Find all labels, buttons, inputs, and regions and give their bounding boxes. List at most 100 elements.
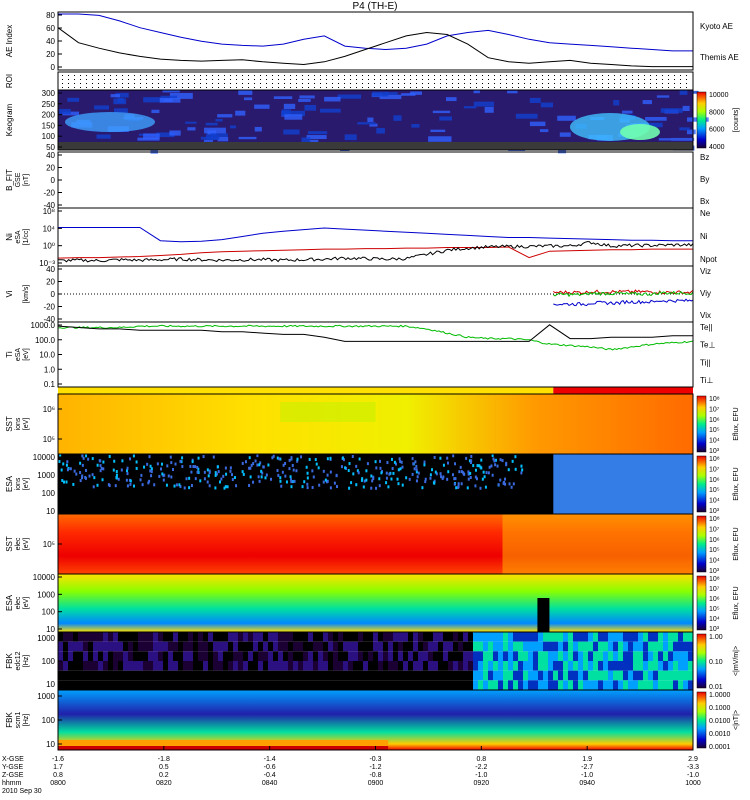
keogram-pixel bbox=[430, 129, 446, 133]
fbk-e-pixel bbox=[523, 661, 528, 671]
fbk-e-pixel bbox=[68, 651, 73, 661]
roi-dot bbox=[608, 75, 609, 76]
y-tick-label: 250 bbox=[42, 100, 56, 109]
fbk-e-pixel bbox=[228, 651, 233, 661]
roi-dot bbox=[560, 87, 561, 88]
fbk-e-pixel bbox=[453, 661, 458, 671]
fbk-e-pixel bbox=[433, 670, 438, 681]
fbk-e-pixel bbox=[493, 641, 498, 652]
esa-ion-pixel bbox=[494, 463, 497, 467]
keogram-pixel bbox=[298, 98, 311, 102]
fbk-e-pixel bbox=[558, 661, 563, 671]
roi-dot bbox=[110, 79, 111, 80]
keogram-pixel bbox=[94, 105, 109, 110]
y-tick-label: 10⁻³ bbox=[39, 259, 55, 268]
fbk-e-pixel bbox=[618, 632, 623, 642]
colorbar-tick-label: 10⁸ bbox=[709, 456, 720, 463]
keogram-pixel bbox=[671, 137, 695, 141]
fbk-e-pixel bbox=[98, 680, 103, 690]
fbk-e-pixel bbox=[183, 632, 188, 642]
colorbar-label: Eflux, EFU bbox=[733, 586, 740, 619]
fbk-e-pixel bbox=[163, 661, 168, 671]
esa-ion-pixel bbox=[143, 465, 146, 469]
fbk-e-pixel bbox=[93, 632, 98, 642]
y-tick-label: 1000.0 bbox=[31, 321, 56, 330]
y-axis-sublabel: GSE bbox=[15, 172, 22, 187]
y-tick-label: 0.1 bbox=[44, 380, 56, 389]
esa-ion-pixel bbox=[492, 457, 495, 461]
fbk-e-pixel bbox=[638, 670, 643, 681]
esa-ion-pixel bbox=[203, 477, 206, 481]
fbk-e-pixel bbox=[153, 680, 158, 690]
fbk-e-pixel bbox=[73, 632, 78, 642]
esa-ion-pixel bbox=[146, 462, 149, 466]
keogram-pixel bbox=[309, 139, 319, 144]
fbk-e-pixel bbox=[168, 641, 173, 652]
fbk-e-pixel bbox=[78, 651, 83, 661]
fbk-e-pixel bbox=[273, 661, 278, 671]
roi-dot bbox=[122, 83, 123, 84]
fbk-e-pixel bbox=[153, 661, 158, 671]
x-tick-label: 0.2 bbox=[159, 772, 169, 779]
esa-ion-pixel bbox=[460, 482, 463, 486]
fbk-e-pixel bbox=[518, 670, 523, 681]
fbk-e-pixel bbox=[323, 632, 328, 642]
fbk-e-pixel bbox=[288, 661, 293, 671]
fbk-e-pixel bbox=[438, 651, 443, 661]
fbk-e-pixel bbox=[303, 670, 308, 681]
fbk-e-pixel bbox=[643, 670, 648, 681]
fbk-e-pixel bbox=[583, 651, 588, 661]
fbk-e-pixel bbox=[58, 661, 63, 671]
colorbar-tick-label: 0.10 bbox=[709, 659, 723, 666]
fbk-e-pixel bbox=[588, 651, 593, 661]
roi-dot bbox=[668, 79, 669, 80]
esa-ion-pixel bbox=[326, 479, 329, 483]
esa-ion-pixel bbox=[469, 476, 472, 480]
roi-dot bbox=[398, 79, 399, 80]
keogram-pixel bbox=[67, 97, 80, 102]
esa-ion-pixel bbox=[132, 454, 135, 458]
colorbar-tick-label: 0.1000 bbox=[709, 705, 731, 712]
fbk-e-pixel bbox=[253, 651, 258, 661]
fbk-e-pixel bbox=[268, 632, 273, 642]
esa-ion-pixel bbox=[315, 462, 318, 466]
fbk-e-pixel bbox=[498, 632, 503, 642]
roi-dot bbox=[446, 83, 447, 84]
fbk-e-pixel bbox=[523, 651, 528, 661]
fbk-e-pixel bbox=[653, 641, 658, 652]
fbk-e-pixel bbox=[293, 661, 298, 671]
fbk-e-pixel bbox=[93, 680, 98, 690]
fbk-e-pixel bbox=[503, 641, 508, 652]
roi-dot bbox=[620, 79, 621, 80]
fbk-e-pixel bbox=[613, 632, 618, 642]
roi-dot bbox=[500, 75, 501, 76]
keogram-pixel bbox=[432, 110, 451, 114]
fbk-e-pixel bbox=[543, 661, 548, 671]
keogram-pixel bbox=[682, 105, 690, 112]
roi-dot bbox=[680, 87, 681, 88]
roi-dot bbox=[404, 83, 405, 84]
colorbar-tick-label: 10⁴ bbox=[709, 616, 720, 623]
fbk-e-pixel bbox=[543, 632, 548, 642]
fbk-e-pixel bbox=[373, 661, 378, 671]
roi-dot bbox=[662, 83, 663, 84]
esa-ion-pixel bbox=[446, 477, 449, 481]
fbk-e-pixel bbox=[478, 680, 483, 690]
esa-ion-pixel bbox=[465, 456, 468, 460]
fbk-e-pixel bbox=[598, 670, 603, 681]
fbk-e-pixel bbox=[268, 680, 273, 690]
roi-dot bbox=[62, 79, 63, 80]
esa-ion-pixel bbox=[69, 467, 72, 471]
roi-dot bbox=[338, 87, 339, 88]
fbk-e-pixel bbox=[488, 641, 493, 652]
fbk-e-pixel bbox=[508, 641, 513, 652]
roi-dot bbox=[620, 83, 621, 84]
roi-dot bbox=[536, 83, 537, 84]
fbk-e-pixel bbox=[308, 661, 313, 671]
roi-dot bbox=[170, 79, 171, 80]
roi-dot bbox=[146, 75, 147, 76]
roi-dot bbox=[254, 75, 255, 76]
roi-dot bbox=[632, 79, 633, 80]
roi-dot bbox=[92, 75, 93, 76]
roi-dot bbox=[368, 87, 369, 88]
